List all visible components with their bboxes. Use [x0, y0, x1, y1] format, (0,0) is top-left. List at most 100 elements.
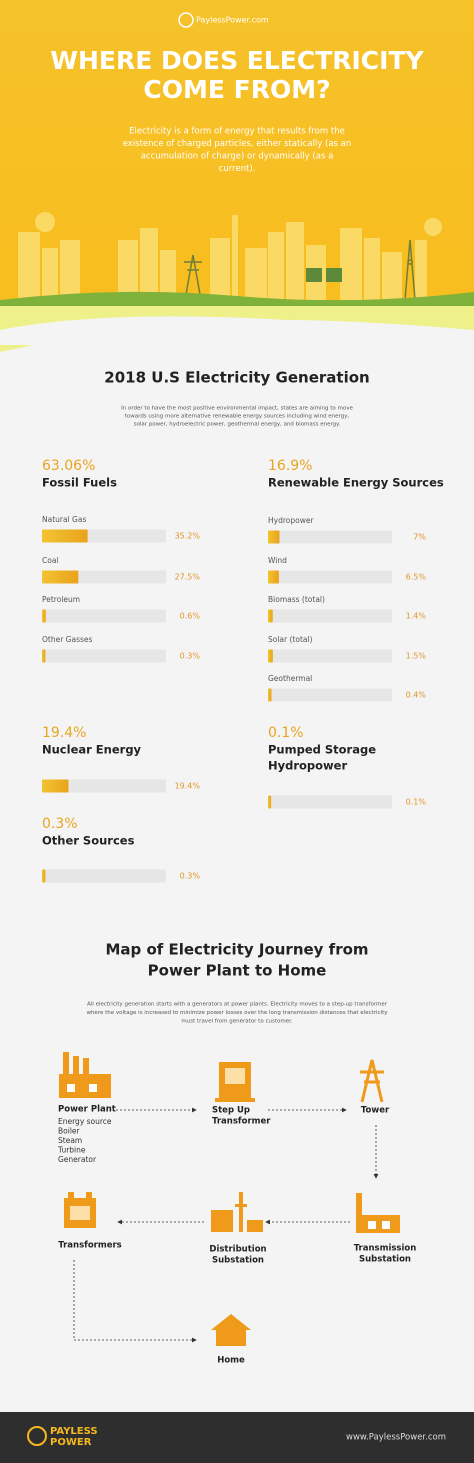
bar	[268, 688, 272, 702]
item-name: Biomass (total)	[268, 595, 325, 604]
group-share: 0.1%	[268, 725, 304, 741]
icon-part	[67, 1084, 75, 1092]
bar-value-label: 27.5%	[175, 573, 201, 582]
bar-track	[268, 609, 392, 623]
item-name: Geothermal	[268, 674, 312, 683]
bar-value-label: 19.4%	[175, 782, 201, 791]
icon-part	[73, 1056, 79, 1074]
bar	[268, 795, 272, 809]
icon-part	[356, 1193, 362, 1233]
node-detail: Generator	[58, 1155, 97, 1164]
section-intro: All electricity generation starts with a…	[87, 1002, 388, 1008]
bar	[42, 570, 79, 584]
icon-part	[360, 1059, 384, 1103]
icon-part	[59, 1074, 111, 1098]
bar	[42, 649, 46, 663]
bar-value-label: 0.4%	[406, 691, 427, 700]
item-name: Natural Gas	[42, 515, 86, 524]
node-label: Substation	[212, 1256, 264, 1266]
section-intro: In order to have the most positive envir…	[121, 406, 353, 412]
main-title: COME FROM?	[143, 75, 330, 104]
solar-panels	[306, 268, 342, 282]
node-icon	[211, 1192, 263, 1232]
section-intro: where the voltage is increased to minimi…	[86, 1010, 388, 1016]
bar-value-label: 0.1%	[406, 798, 427, 807]
bar-value-label: 1.4%	[406, 612, 427, 621]
bar	[268, 570, 279, 584]
main-title: WHERE DOES ELECTRICITY	[50, 46, 424, 75]
node-label: Transmission	[354, 1244, 417, 1254]
bar-track	[268, 530, 392, 544]
grass	[0, 291, 474, 306]
node-label: Home	[217, 1356, 245, 1366]
icon-part	[68, 1192, 74, 1198]
footer-brand: POWER	[50, 1437, 92, 1448]
item-name: Hydropower	[268, 516, 314, 525]
dashed-arrows	[73, 1107, 379, 1343]
node-detail: Boiler	[58, 1127, 81, 1136]
node-label: Substation	[359, 1255, 411, 1265]
wave-base	[0, 316, 474, 345]
skyline	[18, 212, 442, 300]
footer-url: www.PaylessPower.com	[346, 1433, 446, 1443]
bar-track	[268, 795, 392, 809]
bar-value-label: 0.3%	[180, 872, 201, 881]
bar-track	[268, 570, 392, 584]
group-name: Hydropower	[268, 759, 347, 773]
bar	[268, 530, 280, 544]
node-label: Distribution	[209, 1245, 266, 1255]
group-share: 16.9%	[268, 458, 312, 474]
bar	[42, 779, 69, 793]
node-detail: Energy source	[58, 1117, 112, 1126]
icon-part	[215, 1098, 255, 1102]
group-share: 63.06%	[42, 458, 95, 474]
group-name: Other Sources	[42, 834, 135, 848]
item-name: Coal	[42, 556, 59, 565]
section-intro: must travel from generator to customer.	[181, 1019, 292, 1025]
bar	[268, 649, 273, 663]
header-intro: accumulation of charge) or dynamically (…	[141, 152, 334, 162]
node-icon	[59, 1052, 111, 1098]
icon-part	[86, 1192, 92, 1198]
node-label: Tower	[361, 1106, 390, 1116]
header-intro: existence of charged particles, either s…	[123, 139, 352, 149]
footer-band	[0, 1412, 474, 1463]
icon-part	[70, 1206, 90, 1220]
pylons	[184, 239, 416, 301]
node-label: Transformer	[212, 1117, 271, 1127]
logo-icon	[178, 12, 194, 28]
bar-value-label: 0.6%	[180, 612, 201, 621]
section-title: Map of Electricity Journey from	[105, 941, 368, 959]
header-intro: current).	[219, 164, 256, 174]
bar-value-label: 6.5%	[406, 573, 427, 582]
icon-part	[211, 1210, 233, 1232]
site-name: PaylessPower.com	[196, 16, 269, 25]
node-detail: Turbine	[57, 1146, 86, 1155]
node-label: Transformers	[58, 1241, 122, 1251]
bar-track	[268, 649, 392, 663]
bar	[42, 609, 46, 623]
bar-track	[268, 688, 392, 702]
bar-track	[42, 869, 166, 883]
icon-part	[235, 1204, 247, 1207]
section-intro: towards using more alternative renewable…	[125, 414, 350, 420]
header-intro: Electricity is a form of energy that res…	[129, 127, 345, 137]
icon-part	[225, 1068, 245, 1084]
bar	[268, 609, 273, 623]
bar-value-label: 1.5%	[406, 652, 427, 661]
bar	[42, 529, 88, 543]
icon-part	[247, 1220, 263, 1232]
item-name: Petroleum	[42, 595, 80, 604]
group-name: Fossil Fuels	[42, 476, 117, 490]
item-name: Other Gasses	[42, 635, 93, 644]
bar-track	[42, 779, 166, 793]
node-icon	[356, 1193, 400, 1233]
icon-part	[89, 1084, 97, 1092]
section-title: 2018 U.S Electricity Generation	[104, 369, 369, 387]
bar-track	[42, 609, 166, 623]
icon-part	[362, 1215, 400, 1233]
section-intro: solar power, hydroelectric power, geothe…	[134, 422, 341, 428]
icon-part	[382, 1221, 390, 1229]
node-icon	[64, 1192, 96, 1228]
